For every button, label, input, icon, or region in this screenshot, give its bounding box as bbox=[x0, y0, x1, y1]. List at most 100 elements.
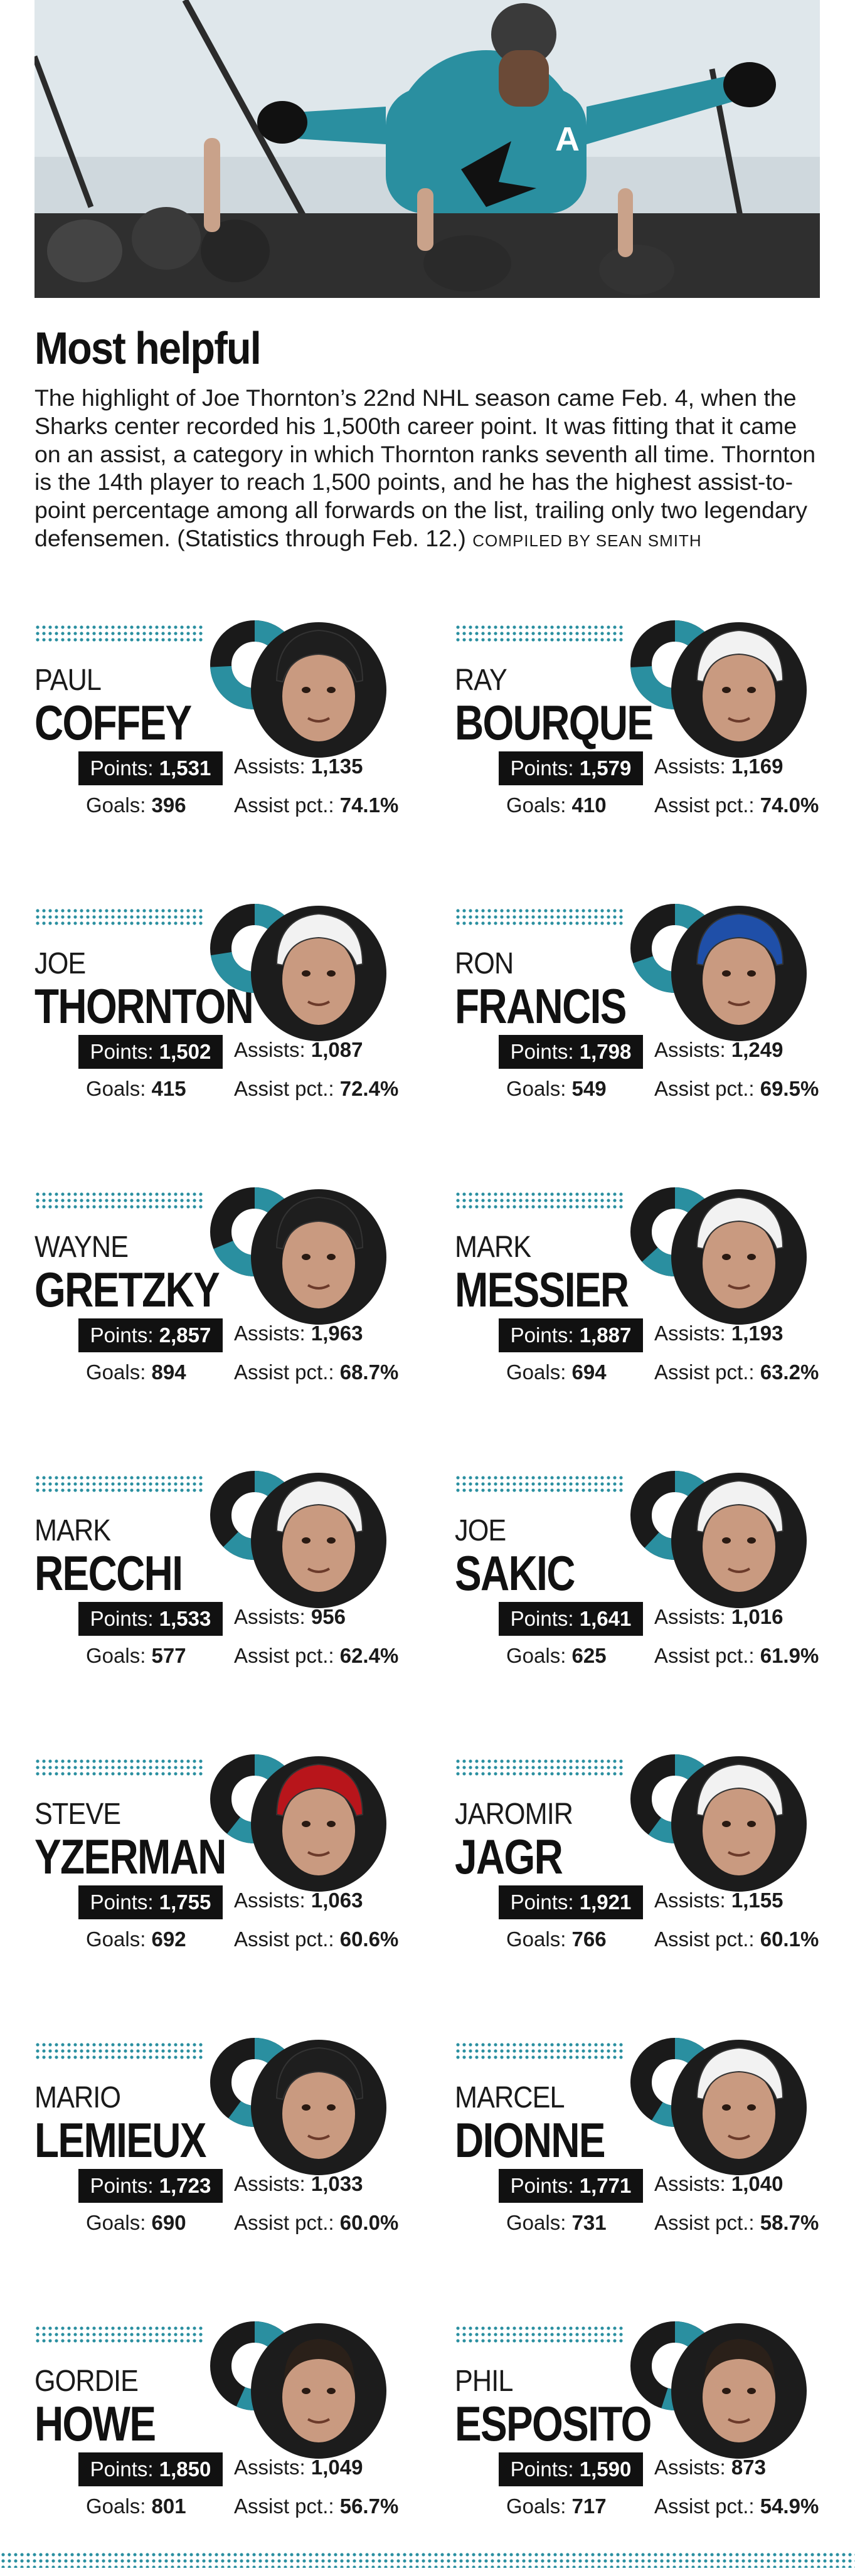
player-portrait bbox=[251, 1756, 386, 1892]
assist-pct-label: Assist pct.: bbox=[654, 1927, 755, 1951]
byline: COMPILED BY SEAN SMITH bbox=[472, 531, 702, 550]
player-first-name: JAROMIR bbox=[455, 1798, 573, 1831]
assist-pct-stat: Assist pct.: 61.9% bbox=[654, 1644, 819, 1668]
points-value: 1,887 bbox=[579, 1323, 632, 1347]
intro-paragraph: The highlight of Joe Thornton’s 22nd NHL… bbox=[35, 384, 825, 555]
points-label: Points: bbox=[510, 756, 574, 780]
player-last-name: YZERMAN bbox=[35, 1829, 226, 1884]
assist-pct-value: 54.9% bbox=[760, 2494, 819, 2518]
points-value: 1,723 bbox=[159, 2174, 211, 2197]
player-portrait bbox=[671, 1756, 807, 1892]
player-portrait bbox=[671, 1189, 807, 1325]
points-value: 1,531 bbox=[159, 756, 211, 780]
goals-value: 801 bbox=[151, 2494, 186, 2518]
dotted-rule bbox=[35, 1475, 204, 1493]
assist-pct-label: Assist pct.: bbox=[654, 2211, 755, 2234]
assists-label: Assists: bbox=[234, 1889, 305, 1912]
goals-value: 577 bbox=[151, 1644, 186, 1667]
goals-label: Goals: bbox=[506, 2211, 566, 2234]
svg-text:A: A bbox=[555, 120, 580, 158]
assists-value: 1,049 bbox=[311, 2456, 363, 2479]
assist-pct-value: 63.2% bbox=[760, 1360, 819, 1384]
assists-label: Assists: bbox=[234, 1038, 305, 1061]
points-box: Points: 1,533 bbox=[78, 1602, 223, 1636]
points-box: Points: 1,502 bbox=[78, 1035, 223, 1069]
player-portrait bbox=[251, 1473, 386, 1608]
player-portrait bbox=[671, 2040, 807, 2175]
goals-stat: Goals: 766 bbox=[506, 1927, 607, 1951]
assists-stat: Assists: 1,169 bbox=[654, 755, 783, 778]
points-box: Points: 1,850 bbox=[78, 2452, 223, 2486]
assists-stat: Assists: 956 bbox=[234, 1605, 346, 1629]
assists-value: 1,193 bbox=[731, 1322, 783, 1345]
points-box: Points: 1,590 bbox=[499, 2452, 643, 2486]
goals-value: 415 bbox=[151, 1077, 186, 1100]
assists-value: 1,040 bbox=[731, 2172, 783, 2195]
assists-label: Assists: bbox=[654, 2172, 726, 2195]
points-box: Points: 2,857 bbox=[78, 1318, 223, 1352]
assist-pct-label: Assist pct.: bbox=[654, 1644, 755, 1667]
points-value: 1,579 bbox=[579, 756, 632, 780]
player-first-name: PAUL bbox=[35, 664, 102, 697]
assists-stat: Assists: 1,016 bbox=[654, 1605, 783, 1629]
assists-label: Assists: bbox=[654, 755, 726, 778]
player-portrait bbox=[671, 622, 807, 758]
dotted-rule bbox=[35, 1758, 204, 1777]
assists-stat: Assists: 1,063 bbox=[234, 1889, 363, 1912]
assists-stat: Assists: 873 bbox=[654, 2456, 766, 2479]
player-last-name: HOWE bbox=[35, 2396, 156, 2451]
player-first-name: GORDIE bbox=[35, 2365, 139, 2398]
assist-pct-value: 60.6% bbox=[339, 1927, 399, 1951]
goals-label: Goals: bbox=[506, 1360, 566, 1384]
goals-stat: Goals: 625 bbox=[506, 1644, 607, 1668]
assists-stat: Assists: 1,193 bbox=[654, 1322, 783, 1345]
player-first-name: MARK bbox=[455, 1231, 531, 1264]
assist-pct-value: 72.4% bbox=[339, 1077, 399, 1100]
goals-stat: Goals: 731 bbox=[506, 2211, 607, 2235]
points-value: 1,590 bbox=[579, 2457, 632, 2481]
points-value: 1,641 bbox=[579, 1607, 632, 1630]
footer-dotted-rule bbox=[0, 2552, 855, 2568]
points-label: Points: bbox=[510, 1607, 574, 1630]
points-label: Points: bbox=[510, 2174, 574, 2197]
player-card: MARCEL DIONNE Points: 1,771 Assists: 1,040 G… bbox=[455, 2029, 855, 2292]
player-last-name: SAKIC bbox=[455, 1545, 575, 1601]
headline: Most helpful bbox=[35, 324, 262, 374]
assists-label: Assists: bbox=[234, 2456, 305, 2479]
goals-stat: Goals: 690 bbox=[86, 2211, 186, 2235]
goals-label: Goals: bbox=[506, 1644, 566, 1667]
assists-label: Assists: bbox=[654, 1038, 726, 1061]
assist-pct-value: 58.7% bbox=[760, 2211, 819, 2234]
assist-pct-value: 74.1% bbox=[339, 793, 399, 817]
player-portrait bbox=[251, 622, 386, 758]
points-value: 1,533 bbox=[159, 1607, 211, 1630]
goals-label: Goals: bbox=[86, 793, 146, 817]
goals-label: Goals: bbox=[506, 1077, 566, 1100]
player-first-name: WAYNE bbox=[35, 1231, 129, 1264]
assists-stat: Assists: 1,155 bbox=[654, 1889, 783, 1912]
player-portrait bbox=[671, 906, 807, 1041]
player-card: JOE THORNTON Points: 1,502 Assists: 1,087 Go… bbox=[35, 895, 436, 1158]
goals-label: Goals: bbox=[506, 1927, 566, 1951]
player-last-name: FRANCIS bbox=[455, 978, 627, 1034]
assist-pct-label: Assist pct.: bbox=[654, 793, 755, 817]
assist-pct-stat: Assist pct.: 62.4% bbox=[234, 1644, 398, 1668]
assist-pct-stat: Assist pct.: 74.0% bbox=[654, 793, 819, 817]
player-first-name: MARCEL bbox=[455, 2081, 565, 2114]
player-card: PHIL ESPOSITO Points: 1,590 Assists: 873 Goa… bbox=[455, 2313, 855, 2576]
assist-pct-label: Assist pct.: bbox=[234, 1077, 334, 1100]
goals-value: 694 bbox=[571, 1360, 607, 1384]
assists-label: Assists: bbox=[234, 755, 305, 778]
assists-label: Assists: bbox=[234, 1322, 305, 1345]
player-portrait bbox=[251, 2323, 386, 2459]
assist-pct-label: Assist pct.: bbox=[654, 1077, 755, 1100]
player-card: RON FRANCIS Points: 1,798 Assists: 1,249 Goa… bbox=[455, 895, 855, 1158]
points-box: Points: 1,921 bbox=[499, 1885, 643, 1919]
points-value: 1,798 bbox=[579, 1040, 632, 1063]
assists-value: 1,169 bbox=[731, 755, 783, 778]
points-box: Points: 1,723 bbox=[78, 2169, 223, 2203]
hero-photo: A bbox=[35, 0, 820, 298]
assist-pct-stat: Assist pct.: 56.7% bbox=[234, 2494, 398, 2518]
hockey-celebration-illustration: A bbox=[35, 0, 820, 298]
points-label: Points: bbox=[90, 1040, 154, 1063]
